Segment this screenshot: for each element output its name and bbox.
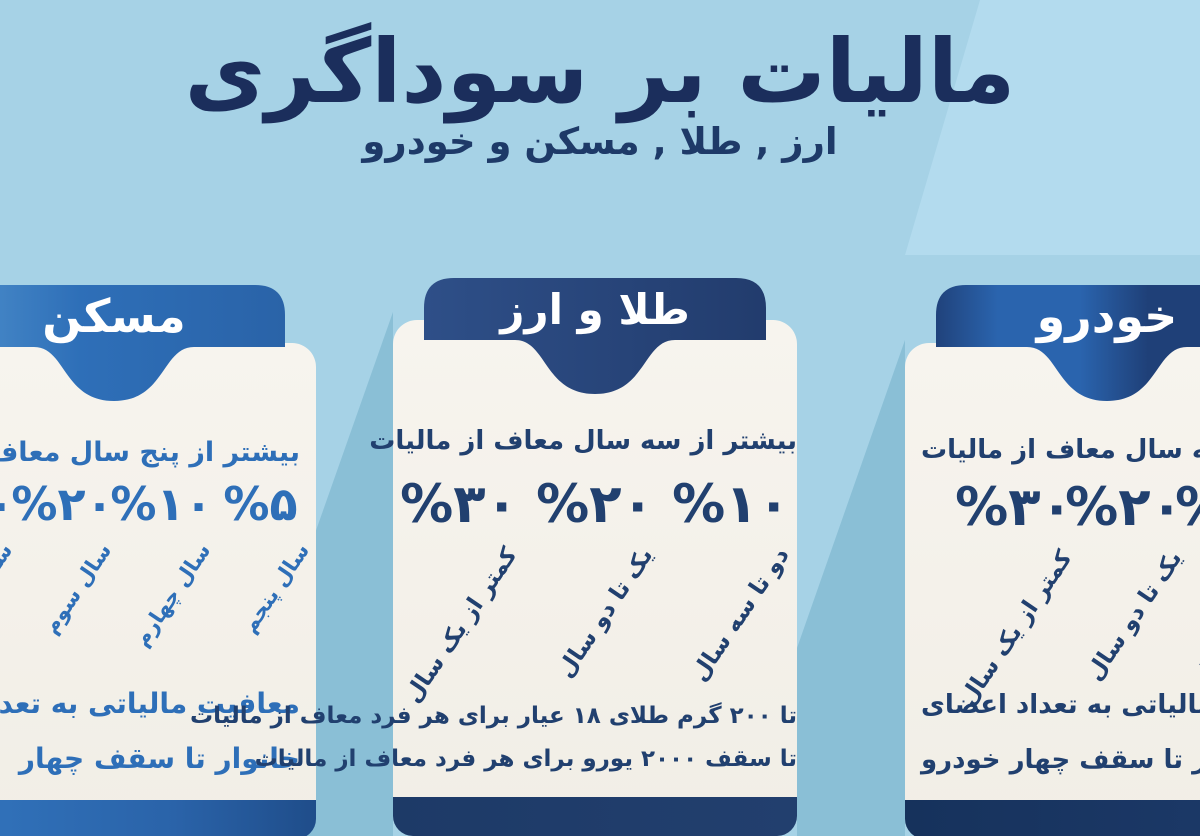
card-gold-rates: %۱۰ دو تا سه سال %۲۰ یک تا دو سال %۳۰ کم… [393, 474, 797, 720]
page-subtitle: ارز , طلا , مسکن و خودرو [362, 120, 838, 163]
card-car-rates: %۱۰ دو تا سه سال %۲۰ یک تا دو سال %۳۰ کم… [905, 477, 1200, 723]
rate-column: %۲۰ سال سوم [11, 477, 116, 716]
rate-column: %۱۰ دو تا سه سال [672, 474, 794, 720]
card-housing-rates: %۵ سال پنجم %۱۰ سال چهارم %۲۰ سال سوم %۴… [0, 477, 316, 716]
card-housing-footnote-2: خانوار تا سقف چهار [18, 742, 300, 775]
rate-year-label: سال پنجم [237, 539, 315, 638]
card-housing-header-ribbon [0, 285, 285, 401]
card-gold-title: طلا و ارز [500, 284, 690, 334]
rate-value: %۱۰ [110, 477, 213, 531]
card-car-exemption: بیشتر از سه سال معاف از مالیات [921, 435, 1200, 465]
card-car-footnote-2: خانوار تا سقف چهار خودرو [921, 745, 1200, 775]
rate-value: %۴۰ [0, 477, 15, 531]
card-gold-paper [393, 320, 797, 833]
masthead: مالیات بر سوداگری ارز , طلا , مسکن و خود… [0, 6, 1200, 163]
rate-value: %۱۰ [672, 474, 790, 535]
card-housing-title: مسکن [42, 289, 186, 343]
rate-value: %۲۰ [1065, 477, 1183, 538]
rate-value: %۳۰ [400, 474, 518, 535]
card-gold-currency: طلا و ارز بیشتر از سه سال معاف از مالیات… [190, 278, 797, 836]
rate-column: %۴۰ سال دوم [0, 477, 17, 716]
rate-year-label: دو تا سه سال [686, 543, 795, 687]
card-housing-paper [0, 343, 316, 836]
card-car-header-ribbon [936, 285, 1200, 401]
card-car: خودرو بیشتر از سه سال معاف از مالیات %۱۰… [905, 285, 1200, 836]
rate-column: %۲۰ یک تا دو سال [536, 474, 658, 720]
rate-column: %۲۰ یک تا دو سال [1065, 477, 1187, 723]
rate-column: %۱۰ سال چهارم [110, 477, 215, 716]
rate-year-label: دو تا سه سال [1189, 546, 1200, 690]
rate-year-label: کمتر از یک سال [954, 546, 1078, 711]
card-car-paper [905, 343, 1200, 836]
rate-value: %۵ [223, 477, 298, 531]
rate-value: %۱۰ [1175, 477, 1200, 538]
card-car-title: خودرو [1036, 289, 1178, 343]
rate-year-label: یک تا دو سال [552, 543, 659, 683]
card-gold-bottom-bar [393, 797, 797, 836]
rate-column: %۵ سال پنجم [211, 477, 314, 716]
card-gold-header-ribbon [424, 278, 766, 394]
rate-year-label: سال سوم [38, 539, 117, 639]
rate-column: %۳۰ کمتر از یک سال [955, 477, 1078, 723]
rate-value: %۲۰ [536, 474, 654, 535]
card-gold-footnote-1: تا ۲۰۰ گرم طلای ۱۸ عیار برای هر فرد معاف… [190, 703, 797, 729]
rate-value: %۳۰ [955, 477, 1073, 538]
card-car-footnote-1: معافیت مالیاتی به تعداد اعضای [921, 690, 1200, 720]
rate-year-label: کمتر از یک سال [399, 543, 523, 708]
rate-column: %۱۰ دو تا سه سال [1175, 477, 1200, 723]
rate-year-label: یک تا دو سال [1081, 546, 1188, 686]
card-housing: مسکن بیشتر از پنج سال معاف از مالیات %۵ … [0, 285, 316, 836]
card-housing-bottom-bar [0, 800, 316, 836]
card-housing-footnote-1: معافیت مالیاتی به تعداد اعضای [0, 687, 300, 720]
card-car-bottom-bar [905, 800, 1200, 836]
rate-value: %۲۰ [11, 477, 114, 531]
rate-year-label: سال چهارم [129, 539, 216, 651]
card-housing-exemption: بیشتر از پنج سال معاف از مالیات [0, 437, 300, 468]
page-title: مالیات بر سوداگری [184, 20, 1017, 123]
card-gold-exemption: بیشتر از سه سال معاف از مالیات [369, 426, 797, 456]
card-gold-footnote-2: تا سقف ۲۰۰۰ یورو برای هر فرد معاف از مال… [254, 746, 797, 772]
rate-column: %۳۰ کمتر از یک سال [400, 474, 523, 720]
